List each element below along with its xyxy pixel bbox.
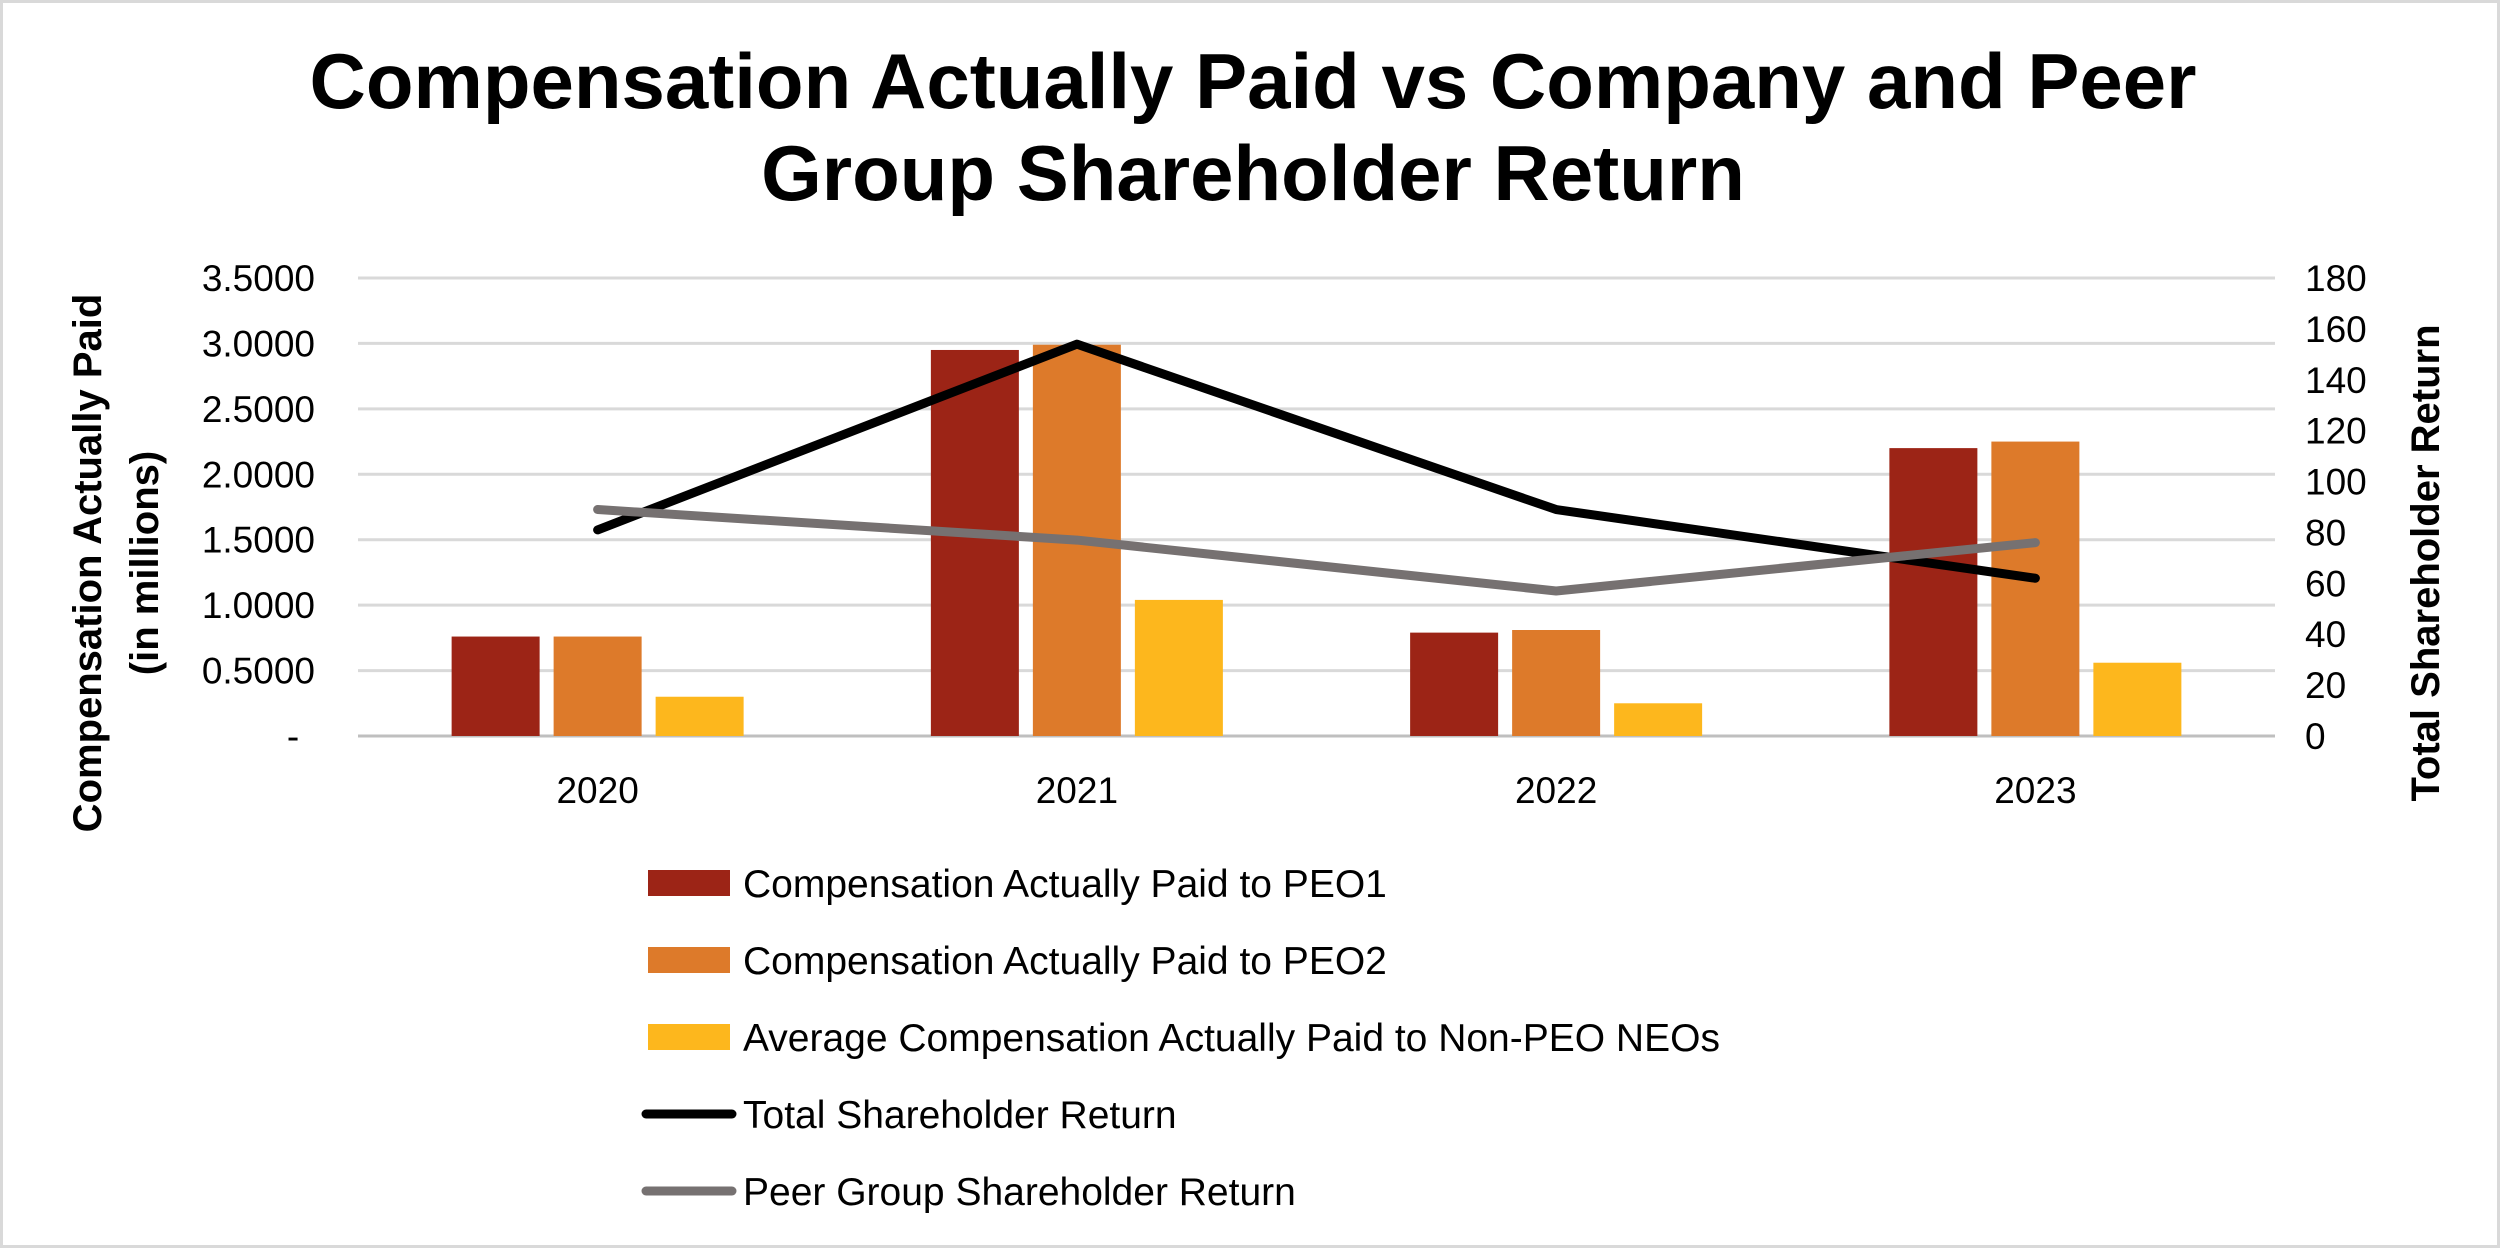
line-point-3-2021: [1076, 343, 1078, 345]
y-axis-title: Compensation Actually Paid: [66, 294, 110, 833]
series-line-4: [593, 505, 2040, 596]
x-tick-label: 2021: [1036, 770, 1118, 811]
y2-tick-label: 120: [2305, 411, 2367, 452]
line-point-3-2023: [2034, 577, 2036, 579]
y-tick-label: 3.5000: [202, 258, 315, 299]
bar-2-2021: [1134, 599, 1223, 736]
legend-label: Peer Group Shareholder Return: [743, 1171, 1296, 1214]
chart-title-line: Compensation Actually Paid vs Company an…: [310, 37, 2197, 125]
legend-label: Compensation Actually Paid to PEO1: [743, 863, 1387, 906]
bar-1-2020: [553, 636, 642, 736]
axes: - 0.5000 1.0000 1.5000 2.0000 2.5000 3.0000 3.5…: [66, 258, 2448, 832]
series-line-3: [593, 339, 2040, 583]
y2-tick-label: 40: [2305, 614, 2346, 655]
y2-tick-label: 80: [2305, 512, 2346, 553]
line-point-4-2021: [1076, 539, 1078, 541]
y2-axis-title: Total Shareholder Return: [2404, 324, 2448, 801]
x-tick-label: 2022: [1515, 770, 1597, 811]
y-axis-title: (in millions): [123, 451, 167, 675]
line-point-4-2022: [1555, 590, 1557, 592]
bar-2-2020: [655, 696, 744, 736]
line-point-4-2020: [597, 509, 599, 511]
y2-tick-label: 160: [2305, 309, 2367, 350]
series-lines: [593, 339, 2040, 596]
bar-1-2022: [1512, 630, 1601, 736]
legend: Compensation Actually Paid to PEO1 Compen…: [641, 863, 1720, 1214]
y2-tick-label: 0: [2305, 716, 2326, 757]
legend-swatch: [648, 947, 730, 973]
line-point-3-2020: [597, 529, 599, 531]
line-point-3-2022: [1555, 509, 1557, 511]
x-tick-label: 2023: [1994, 770, 2076, 811]
combo-chart: Compensation Actually Paid vs Company an…: [66, 37, 2448, 1214]
gridlines: [358, 276, 2275, 738]
bar-0-2022: [1410, 632, 1499, 736]
chart-title-line: Group Shareholder Return: [761, 129, 1745, 217]
legend-label: Average Compensation Actually Paid to No…: [743, 1017, 1720, 1060]
bar-2-2022: [1614, 703, 1703, 736]
y2-tick-label: 20: [2305, 665, 2346, 706]
bar-1-2023: [1991, 441, 2080, 736]
bar-0-2020: [451, 636, 540, 736]
y2-tick-label: 60: [2305, 563, 2346, 604]
y-tick-label: -: [287, 716, 299, 757]
chart-title: Compensation Actually Paid vs Company an…: [310, 37, 2197, 217]
bar-0-2023: [1889, 448, 1978, 736]
y2-tick-label: 100: [2305, 462, 2367, 503]
legend-label: Compensation Actually Paid to PEO2: [743, 940, 1387, 983]
bar-0-2021: [930, 349, 1019, 736]
y-tick-label: 2.0000: [202, 454, 315, 495]
y-tick-label: 0.5000: [202, 651, 315, 692]
bar-2-2023: [2093, 662, 2182, 736]
y-tick-label: 2.5000: [202, 389, 315, 430]
y2-tick-label: 180: [2305, 258, 2367, 299]
y-tick-label: 1.5000: [202, 520, 315, 561]
y-tick-label: 3.0000: [202, 323, 315, 364]
legend-label: Total Shareholder Return: [743, 1094, 1177, 1137]
line-point-4-2023: [2034, 542, 2036, 544]
legend-swatch: [648, 870, 730, 896]
x-tick-label: 2020: [556, 770, 638, 811]
y-tick-label: 1.0000: [202, 585, 315, 626]
y2-tick-label: 140: [2305, 360, 2367, 401]
legend-swatch: [648, 1024, 730, 1050]
